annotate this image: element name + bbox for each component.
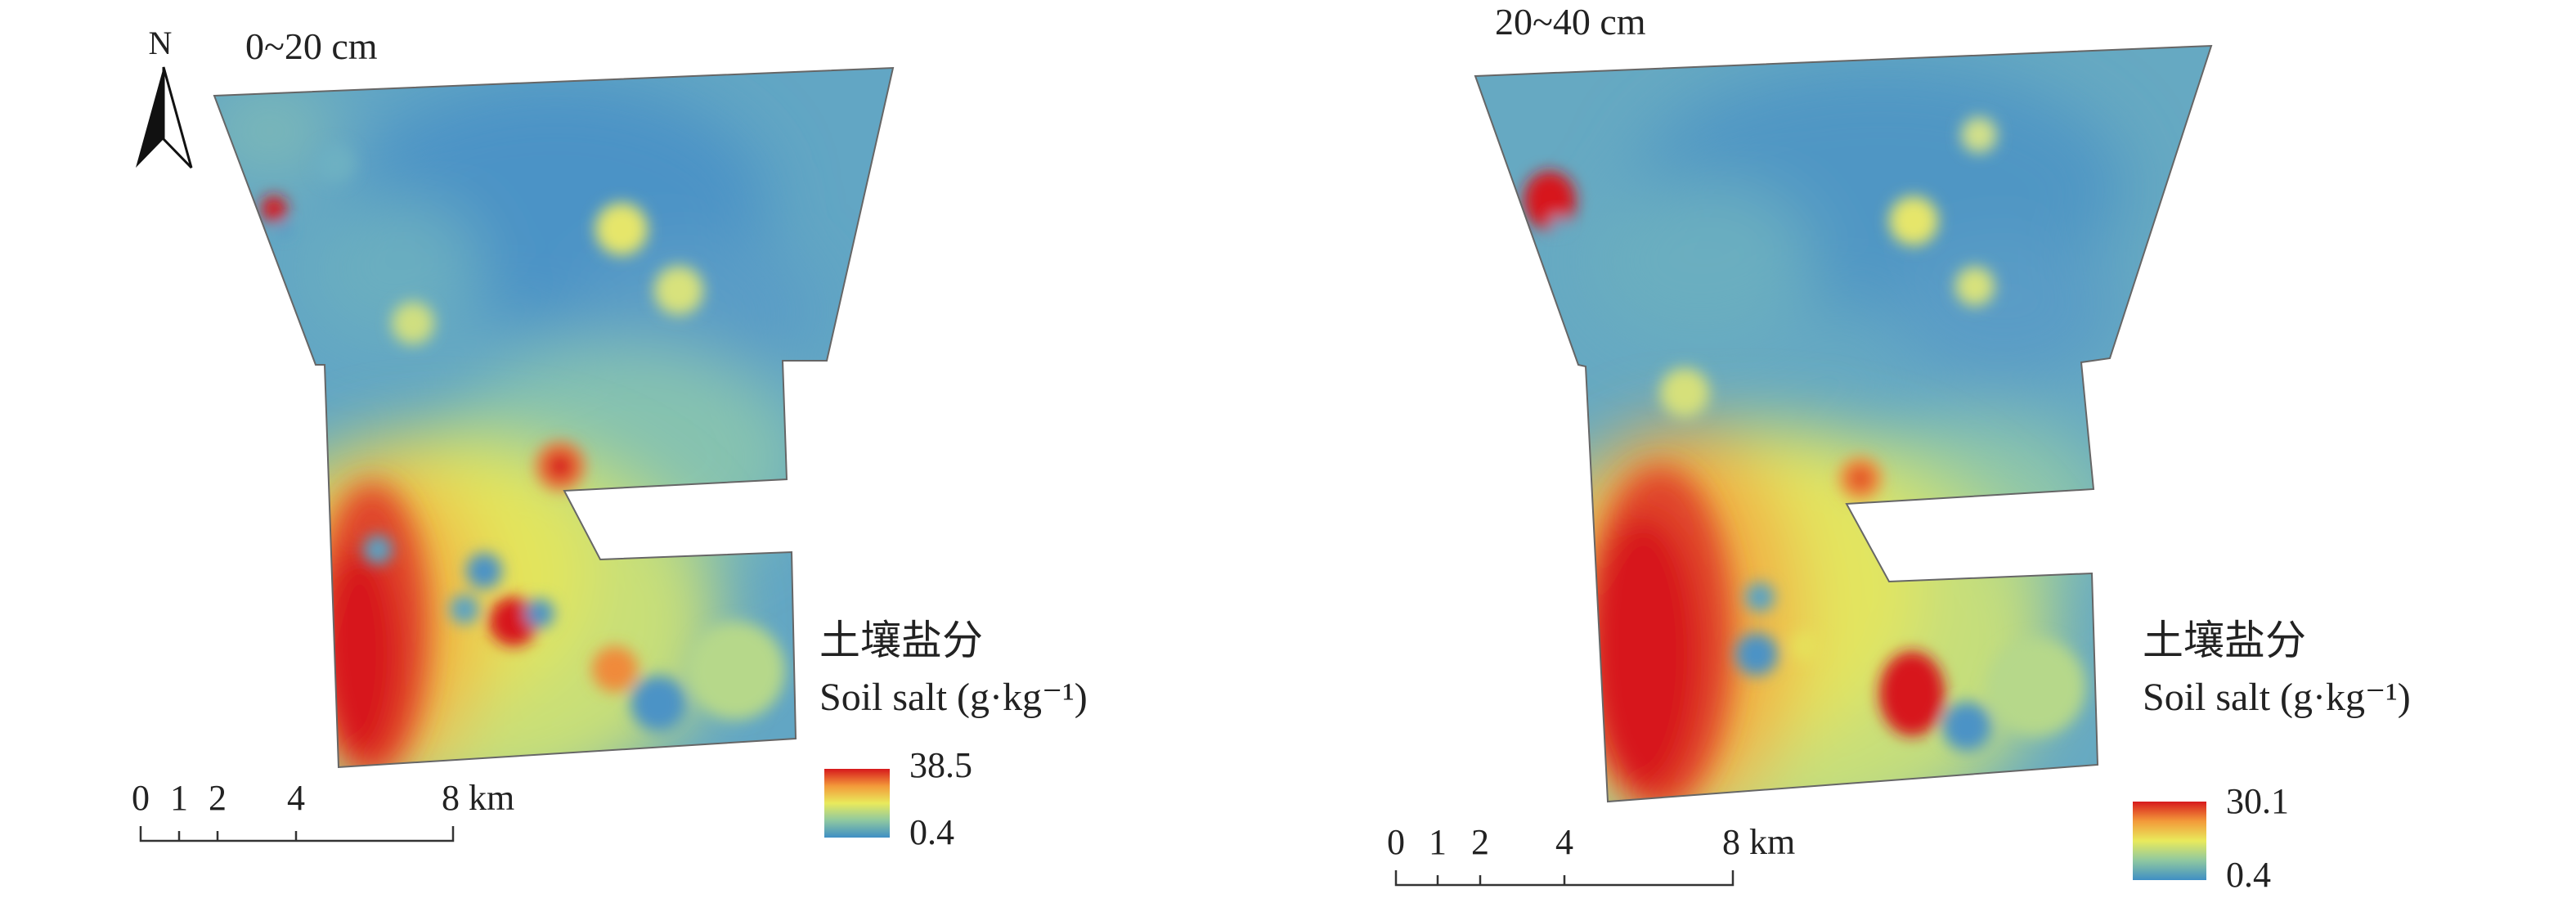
scale-tick-label: 1: [170, 778, 188, 818]
legend-color-ramp: [824, 769, 890, 838]
scale-tick-label: 0: [1387, 822, 1405, 862]
scale-tick-label: 1: [1429, 822, 1447, 862]
scale-tick-label: 8 km: [1722, 822, 1795, 862]
legend-title-en: Soil salt (g·kg⁻¹): [2143, 676, 2411, 719]
north-label: N: [149, 25, 173, 61]
legend-max: 38.5: [909, 745, 972, 785]
scale-tick-label: 2: [209, 778, 227, 818]
scale-bar-20-40: 0 1 2 4 8 km: [1387, 822, 1795, 887]
north-arrow-icon: N: [136, 25, 193, 169]
legend-min: 0.4: [2226, 855, 2271, 895]
salinity-map-0-20cm: [213, 66, 895, 769]
legend-max: 30.1: [2226, 781, 2289, 821]
legend-color-ramp: [2133, 802, 2206, 880]
depth-label-20-40: 20~40 cm: [1495, 1, 1646, 43]
scale-tick-label: 4: [1555, 822, 1573, 862]
depth-label-0-20: 0~20 cm: [245, 25, 378, 67]
scale-tick-label: 4: [287, 778, 305, 818]
legend-title-zh: 土壤盐分: [819, 618, 983, 663]
scale-tick-label: 0: [132, 778, 150, 818]
scale-tick-label: 8 km: [442, 778, 514, 818]
scale-bar-line: [139, 826, 455, 842]
legend-0-20: 土壤盐分 Soil salt (g·kg⁻¹) 38.5 0.4: [819, 618, 1088, 852]
legend-title-en: Soil salt (g·kg⁻¹): [819, 676, 1088, 719]
legend-title-zh: 土壤盐分: [2143, 618, 2306, 663]
salinity-map-20-40cm: [1474, 44, 2213, 803]
scale-bar-0-20: 0 1 2 4 8 km: [132, 778, 514, 842]
scale-bar-line: [1394, 870, 1735, 887]
legend-20-40: 土壤盐分 Soil salt (g·kg⁻¹) 30.1 0.4: [2133, 618, 2411, 895]
legend-min: 0.4: [909, 812, 954, 852]
scale-tick-label: 2: [1471, 822, 1489, 862]
